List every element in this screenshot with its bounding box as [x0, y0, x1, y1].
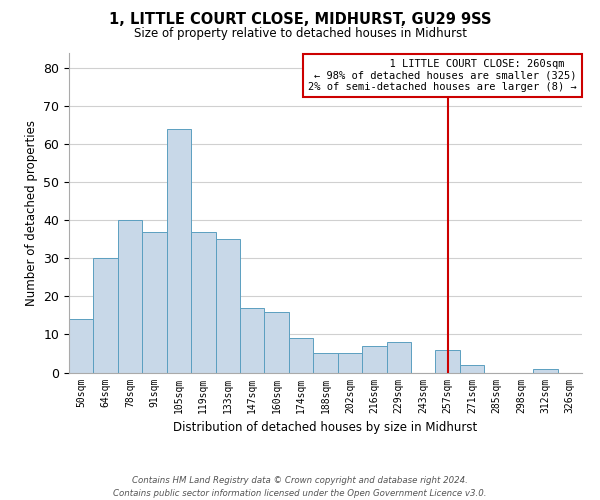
- Bar: [215, 239, 240, 372]
- Bar: [118, 220, 142, 372]
- Bar: [436, 350, 460, 372]
- Bar: [533, 368, 557, 372]
- Text: Contains HM Land Registry data © Crown copyright and database right 2024.
Contai: Contains HM Land Registry data © Crown c…: [113, 476, 487, 498]
- Bar: [289, 338, 313, 372]
- Bar: [240, 308, 265, 372]
- Bar: [191, 232, 215, 372]
- Bar: [142, 232, 167, 372]
- Bar: [460, 365, 484, 372]
- Bar: [313, 354, 338, 372]
- X-axis label: Distribution of detached houses by size in Midhurst: Distribution of detached houses by size …: [173, 421, 478, 434]
- Text: 1, LITTLE COURT CLOSE, MIDHURST, GU29 9SS: 1, LITTLE COURT CLOSE, MIDHURST, GU29 9S…: [109, 12, 491, 28]
- Bar: [265, 312, 289, 372]
- Bar: [167, 128, 191, 372]
- Text: 1 LITTLE COURT CLOSE: 260sqm  
← 98% of detached houses are smaller (325)
2% of : 1 LITTLE COURT CLOSE: 260sqm ← 98% of de…: [308, 59, 577, 92]
- Y-axis label: Number of detached properties: Number of detached properties: [25, 120, 38, 306]
- Bar: [94, 258, 118, 372]
- Bar: [69, 319, 94, 372]
- Bar: [386, 342, 411, 372]
- Bar: [338, 354, 362, 372]
- Text: Size of property relative to detached houses in Midhurst: Size of property relative to detached ho…: [133, 28, 467, 40]
- Bar: [362, 346, 386, 372]
